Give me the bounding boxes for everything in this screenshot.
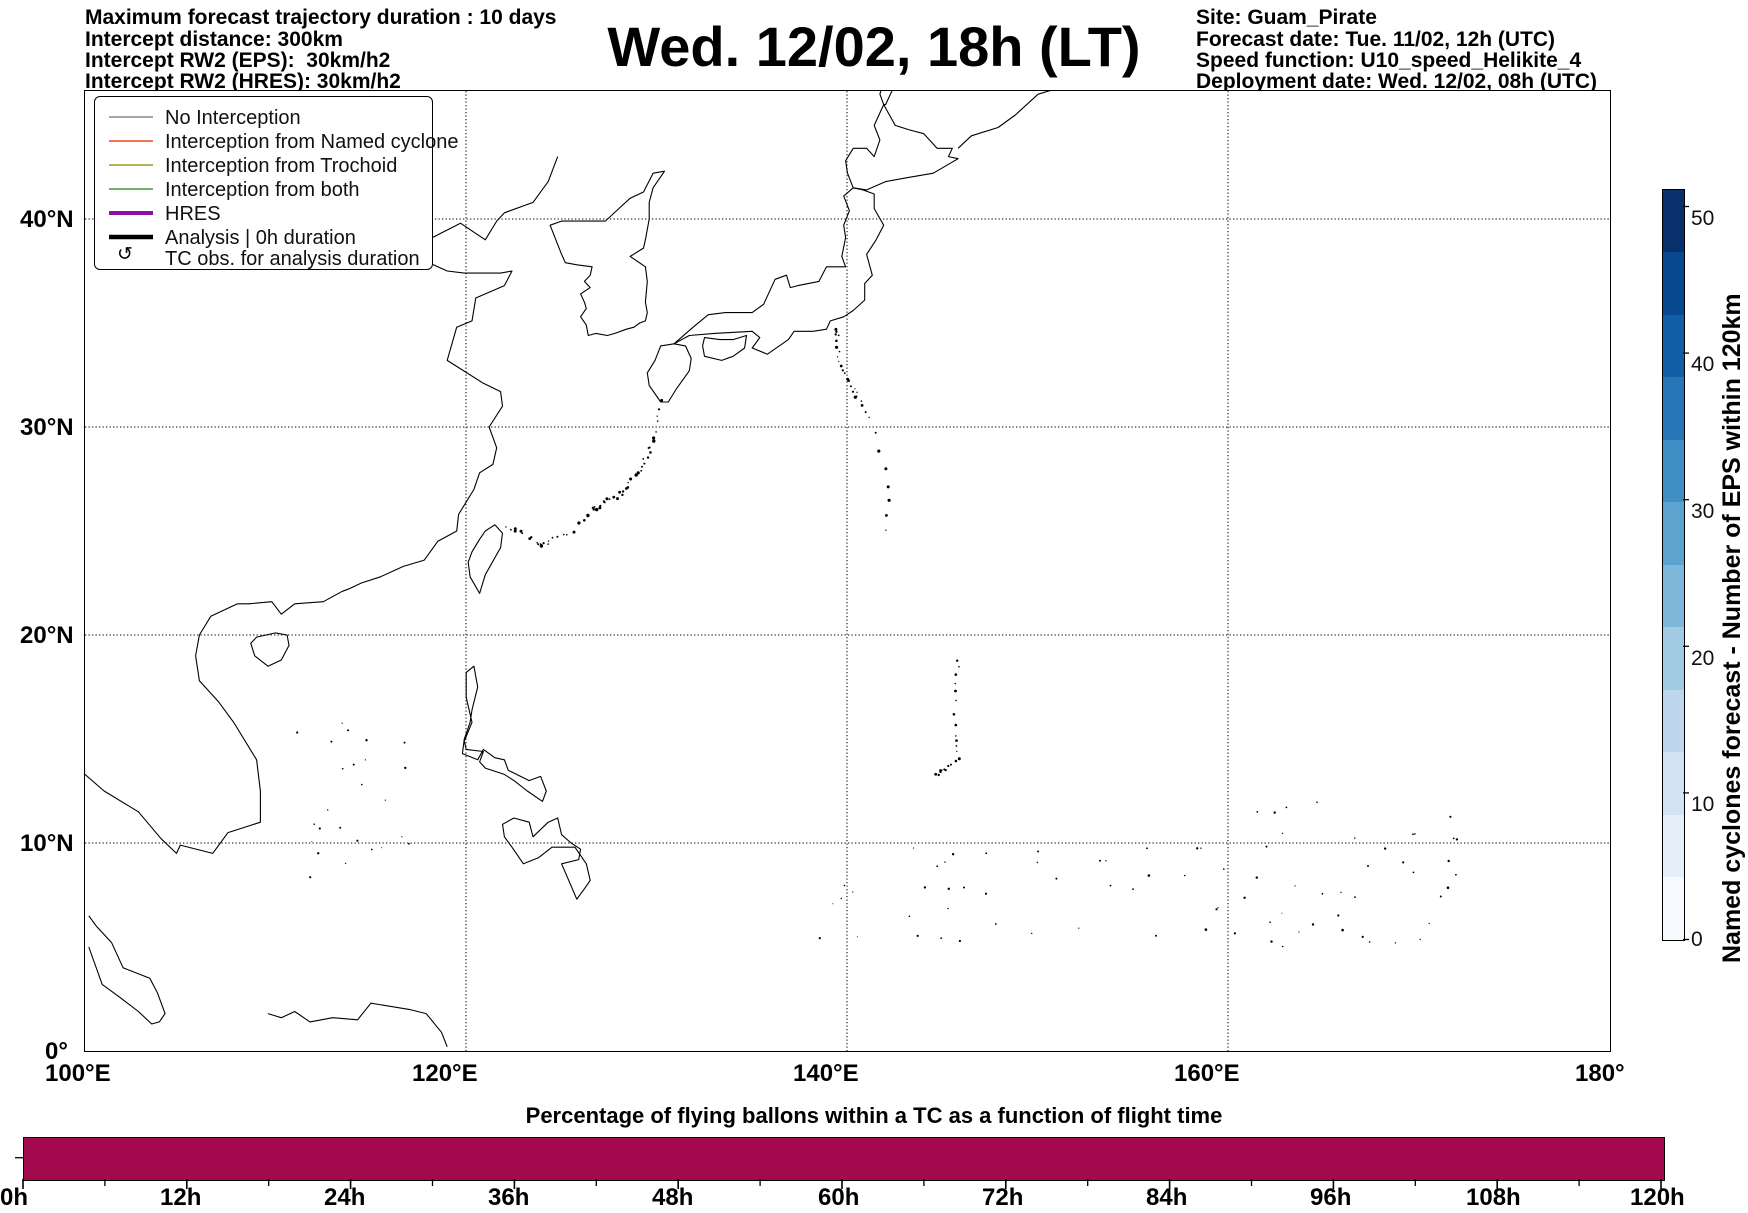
svg-text:↺: ↺ bbox=[117, 244, 133, 265]
